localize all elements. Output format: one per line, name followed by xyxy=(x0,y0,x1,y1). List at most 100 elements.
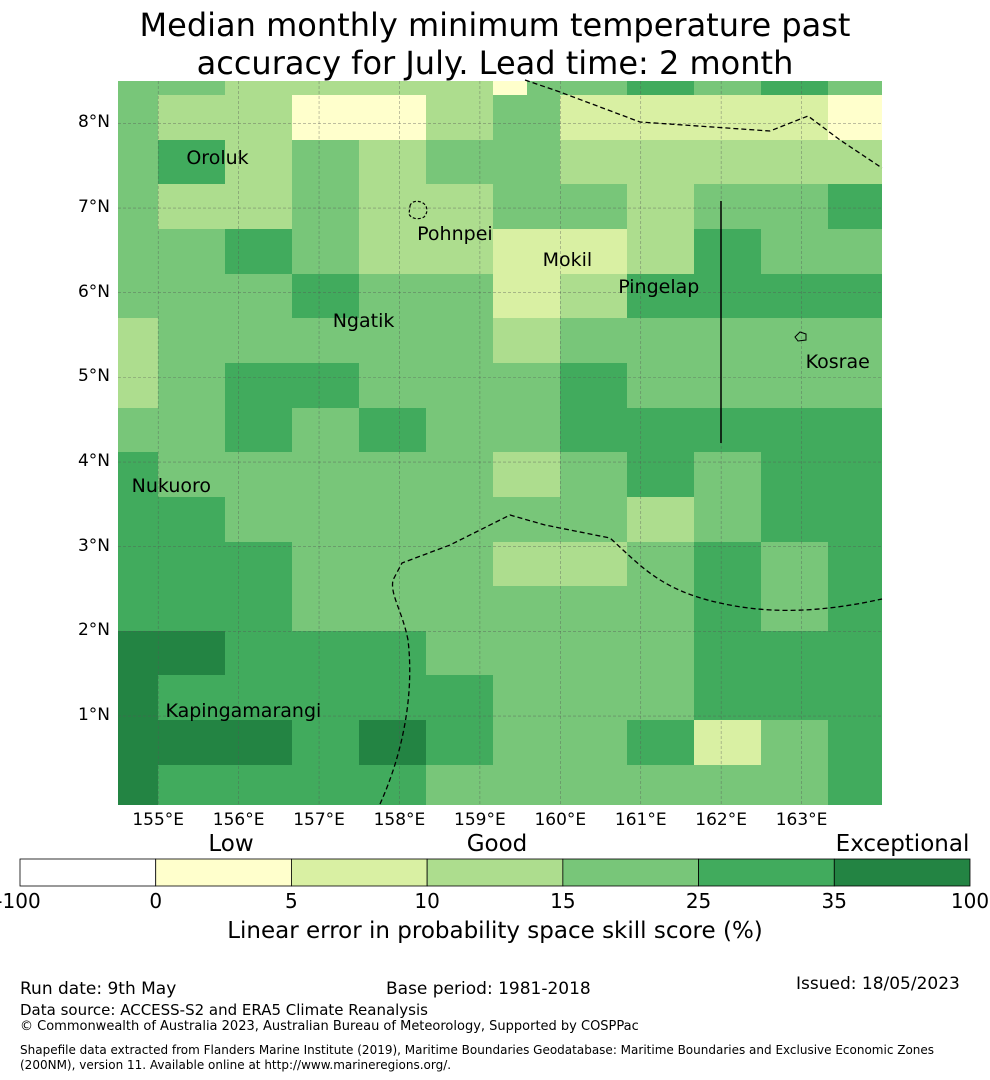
grid-cell xyxy=(426,586,493,631)
grid-cell xyxy=(493,140,560,184)
grid-cell xyxy=(292,229,359,274)
graticule xyxy=(118,81,882,805)
grid-cell xyxy=(158,184,225,229)
grid-cell xyxy=(225,229,292,274)
grid-cell xyxy=(694,184,761,229)
longitude-label: 160°E xyxy=(534,810,587,830)
grid-cell xyxy=(828,542,882,586)
grid-cell xyxy=(158,586,225,631)
maritime-boundaries xyxy=(379,79,883,805)
colorbar-tick-label: 0 xyxy=(149,889,163,913)
colorbar-tick-label: 35 xyxy=(821,889,847,913)
grid-cell xyxy=(158,765,225,805)
grid-cell xyxy=(493,95,560,140)
issued-date: Issued: 18/05/2023 xyxy=(796,974,960,994)
grid-cell xyxy=(118,318,158,363)
grid-cell xyxy=(828,95,882,140)
longitude-label: 156°E xyxy=(212,810,265,830)
shapefile-credit-2: (200NM), version 11. Available online at… xyxy=(20,1058,452,1072)
grid-cell xyxy=(158,408,225,452)
grid-cell xyxy=(493,765,560,805)
grid-cell xyxy=(118,81,158,95)
grid-cell xyxy=(225,452,292,497)
grid-cell xyxy=(118,95,158,140)
grid-cell xyxy=(828,452,882,497)
colorbar-segment xyxy=(19,858,157,887)
grid-cell xyxy=(493,452,560,497)
grid-cell xyxy=(359,675,426,720)
grid-cell xyxy=(761,631,828,675)
grid-cell xyxy=(292,631,359,675)
grid-cell xyxy=(627,542,694,586)
grid-cell xyxy=(828,274,882,318)
grid-cell xyxy=(761,184,828,229)
run-date: Run date: 9th May xyxy=(20,979,177,999)
grid-cell xyxy=(118,631,158,675)
grid-cell xyxy=(694,274,761,318)
grid-cell xyxy=(828,318,882,363)
grid-cell xyxy=(292,720,359,765)
grid-cell xyxy=(158,542,225,586)
grid-cell xyxy=(493,408,560,452)
grid-cell xyxy=(761,408,828,452)
grid-cell xyxy=(560,140,627,184)
eez-boundary-north xyxy=(524,79,883,169)
grid-cell xyxy=(627,184,694,229)
grid-cell xyxy=(694,720,761,765)
grid-cell xyxy=(560,363,627,408)
grid-cell xyxy=(225,631,292,675)
grid-cell xyxy=(761,452,828,497)
grid-cell xyxy=(292,274,359,318)
eez-boundary-south xyxy=(379,514,883,805)
colorbar-tick-label: 100 xyxy=(950,889,990,913)
colorbar-segment xyxy=(291,858,428,887)
grid-cell xyxy=(359,140,426,184)
grid-cell xyxy=(292,184,359,229)
grid-cell xyxy=(627,140,694,184)
grid-cell xyxy=(828,229,882,274)
place-label: Oroluk xyxy=(186,146,249,169)
grid-cell xyxy=(359,274,426,318)
shapefile-credit-1: Shapefile data extracted from Flanders M… xyxy=(20,1043,935,1057)
grid-cell xyxy=(694,229,761,274)
longitude-label: 163°E xyxy=(775,810,828,830)
grid-cell xyxy=(694,81,761,95)
grid-cell xyxy=(828,675,882,720)
latitude-label: 6°N xyxy=(77,281,110,302)
grid-cell xyxy=(694,586,761,631)
grid-cell xyxy=(828,720,882,765)
grid-cell xyxy=(828,765,882,805)
grid-cell xyxy=(118,497,158,542)
grid-cell xyxy=(426,675,493,720)
map-title: Median monthly minimum temperature past … xyxy=(0,6,990,82)
grid-cell xyxy=(560,81,627,95)
grid-cell xyxy=(426,497,493,542)
grid-cell xyxy=(493,631,560,675)
grid-cell xyxy=(627,95,694,140)
place-label: Pingelap xyxy=(618,276,700,299)
grid-cell xyxy=(292,675,359,720)
grid-cell xyxy=(761,542,828,586)
grid-cell xyxy=(828,631,882,675)
grid-cell xyxy=(225,542,292,586)
grid-cell xyxy=(359,408,426,452)
grid-cell xyxy=(359,81,426,95)
colorbar-tick-label: 10 xyxy=(414,889,440,913)
grid-cell xyxy=(118,452,158,497)
pohnpei-outline xyxy=(408,200,428,220)
grid-cell xyxy=(761,720,828,765)
latitude-label: 7°N xyxy=(77,197,110,218)
grid-cell xyxy=(225,95,292,140)
grid-cell xyxy=(359,184,426,229)
longitude-label: 157°E xyxy=(293,810,345,830)
grid-cell xyxy=(694,140,761,184)
place-label: Kosrae xyxy=(805,350,870,373)
colorbar-segment xyxy=(833,858,971,887)
title-line-1: Median monthly minimum temperature past xyxy=(139,6,851,44)
grid-cell xyxy=(225,765,292,805)
grid-cell xyxy=(158,229,225,274)
grid-cell xyxy=(761,81,828,95)
grid-cell xyxy=(761,497,828,542)
grid-cell xyxy=(426,765,493,805)
grid-cell xyxy=(225,675,292,720)
